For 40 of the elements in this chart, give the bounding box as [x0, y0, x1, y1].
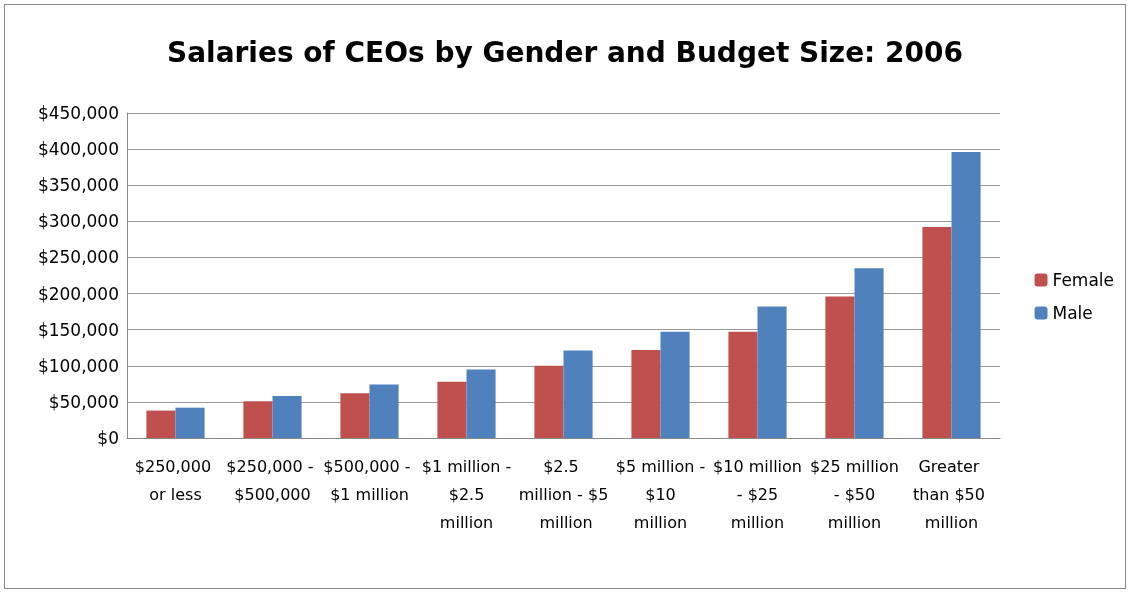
bar	[563, 350, 593, 438]
x-tick-label: $1 million - $2.5 million	[421, 456, 512, 532]
bar	[146, 410, 176, 438]
bar	[660, 331, 690, 438]
x-tick-label: $10 million - $25 million	[713, 456, 802, 532]
bar	[243, 401, 273, 438]
bar	[534, 365, 564, 438]
bar	[466, 369, 496, 438]
x-tick-label: $2.5 million - $5 million	[518, 456, 609, 532]
bar	[340, 393, 370, 438]
bar	[175, 407, 205, 438]
bar	[728, 331, 758, 438]
x-tick-label: $5 million - $10 million	[615, 456, 706, 532]
bar	[369, 384, 399, 438]
bar	[272, 396, 302, 438]
y-tick-label: $350,000	[37, 175, 119, 196]
chart-title: Salaries of CEOs by Gender and Budget Size: 2006	[167, 35, 963, 69]
x-tick-label: Greater than $50 million	[912, 456, 991, 532]
bar	[854, 268, 884, 438]
y-tick-label: $100,000	[37, 355, 119, 376]
legend-label: Male	[1052, 303, 1093, 323]
x-tick-label: $25 million - $50 million	[810, 456, 899, 532]
bar	[951, 152, 981, 438]
y-tick-label: $450,000	[37, 103, 119, 123]
y-tick-label: $50,000	[48, 391, 119, 412]
y-tick-label: $0	[97, 428, 119, 448]
x-tick-label: $250,000 or less	[134, 456, 217, 504]
bar	[825, 296, 855, 438]
bar	[631, 349, 661, 438]
x-tick-label: $250,000 - $500,000	[226, 456, 319, 504]
bar	[757, 306, 787, 438]
y-tick-label: $400,000	[37, 139, 119, 160]
bar	[922, 227, 952, 438]
y-tick-label: $150,000	[37, 319, 119, 340]
y-tick-label: $200,000	[37, 283, 119, 304]
y-tick-label: $300,000	[37, 211, 119, 232]
legend-label: Female	[1052, 270, 1114, 290]
x-tick-label: $500,000 - $1 million	[323, 456, 416, 504]
y-tick-label: $250,000	[37, 247, 119, 268]
bar	[437, 381, 467, 438]
